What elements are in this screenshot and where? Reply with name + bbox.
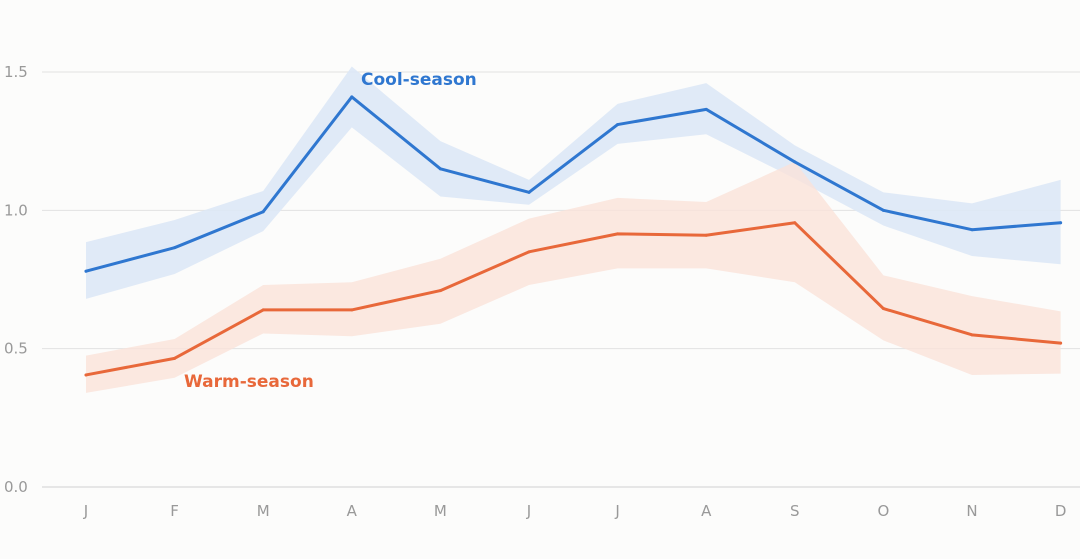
line-cool-season xyxy=(84,95,1063,273)
x-tick-label: A xyxy=(701,502,712,520)
y-tick-label: 1.5 xyxy=(4,63,28,81)
line-warm-season xyxy=(84,221,1063,377)
y-tick-label: 0.5 xyxy=(4,340,28,358)
x-tick-label: D xyxy=(1055,502,1067,520)
point-cool-season xyxy=(261,210,265,214)
point-cool-season xyxy=(881,208,885,212)
y-tick-label: 0.0 xyxy=(4,478,28,496)
point-cool-season xyxy=(84,269,88,273)
point-cool-season xyxy=(438,167,442,171)
x-tick-label: J xyxy=(526,502,531,520)
x-tick-label: J xyxy=(614,502,619,520)
x-tick-label: M xyxy=(434,502,447,520)
x-tick-label: N xyxy=(966,502,977,520)
point-cool-season xyxy=(616,123,620,127)
point-warm-season xyxy=(527,250,531,254)
point-cool-season xyxy=(350,95,354,99)
point-cool-season xyxy=(793,160,797,164)
point-cool-season xyxy=(527,190,531,194)
point-warm-season xyxy=(350,308,354,312)
point-cool-season xyxy=(704,107,708,111)
x-tick-label: A xyxy=(347,502,358,520)
point-warm-season xyxy=(704,233,708,237)
x-tick-label: F xyxy=(170,502,179,520)
y-axis: 0.0 0.5 1.0 1.5 xyxy=(4,63,28,496)
x-tick-label: S xyxy=(790,502,800,520)
y-tick-label: 1.0 xyxy=(4,201,28,219)
x-tick-label: M xyxy=(257,502,270,520)
point-warm-season xyxy=(616,232,620,236)
series-label-warm-season: Warm-season xyxy=(184,372,314,392)
confidence-bands xyxy=(86,66,1061,393)
band-warm-season xyxy=(86,161,1061,393)
point-cool-season xyxy=(173,246,177,250)
point-warm-season xyxy=(970,333,974,337)
point-cool-season xyxy=(1059,221,1063,225)
point-warm-season xyxy=(438,289,442,293)
gridlines xyxy=(42,71,1080,488)
point-warm-season xyxy=(881,307,885,311)
point-warm-season xyxy=(261,308,265,312)
point-warm-season xyxy=(793,221,797,225)
x-tick-label: J xyxy=(83,502,88,520)
series-label-cool-season: Cool-season xyxy=(361,70,477,90)
point-warm-season xyxy=(1059,341,1063,345)
point-warm-season xyxy=(173,356,177,360)
series-lines xyxy=(84,95,1063,377)
x-tick-label: O xyxy=(877,502,889,520)
point-cool-season xyxy=(970,228,974,232)
point-warm-season xyxy=(84,373,88,377)
